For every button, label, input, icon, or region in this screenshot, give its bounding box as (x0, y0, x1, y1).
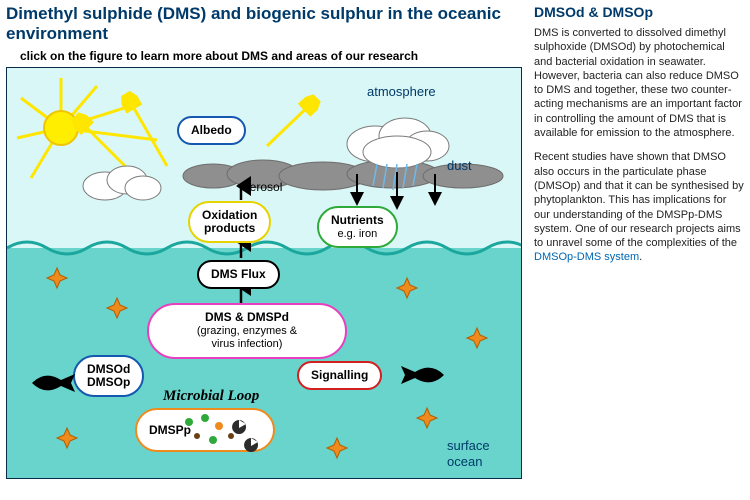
sidebar-para-1: DMS is converted to dissolved dimethyl s… (534, 26, 744, 140)
page-title: Dimethyl sulphide (DMS) and biogenic sul… (6, 4, 524, 43)
node-oxidation-l1: Oxidation (202, 208, 257, 222)
right-column: DMSOd & DMSOp DMS is converted to dissol… (530, 0, 750, 485)
left-column: Dimethyl sulphide (DMS) and biogenic sul… (0, 0, 530, 485)
dust-label: dust (447, 158, 472, 173)
node-oxidation-products[interactable]: Oxidation products (188, 201, 271, 243)
node-albedo[interactable]: Albedo (177, 116, 246, 145)
node-albedo-text: Albedo (191, 123, 232, 137)
sidebar-para-2b: . (639, 251, 642, 263)
page-subtitle: click on the figure to learn more about … (20, 49, 524, 63)
sidebar-heading: DMSOd & DMSOp (534, 4, 744, 20)
sidebar-para-2a: Recent studies have shown that DMSO also… (534, 151, 744, 249)
cloud-small-icon (77, 156, 167, 206)
node-nutrients-l1: Nutrients (331, 213, 384, 227)
node-oxidation-l2: products (204, 221, 255, 235)
node-nutrients[interactable]: Nutrients e.g. iron (317, 206, 398, 248)
page-root: Dimethyl sulphide (DMS) and biogenic sul… (0, 0, 750, 485)
diagram-stage[interactable]: aerosol (6, 67, 522, 479)
sidebar-link-dmsop[interactable]: DMSOp-DMS system (534, 251, 639, 263)
sidebar-para-2: Recent studies have shown that DMSO also… (534, 150, 744, 264)
fish-right-icon (399, 360, 449, 390)
node-nutrients-l2: e.g. iron (337, 228, 377, 240)
atmosphere-label: atmosphere (367, 84, 436, 99)
fish-left-icon (27, 368, 77, 398)
